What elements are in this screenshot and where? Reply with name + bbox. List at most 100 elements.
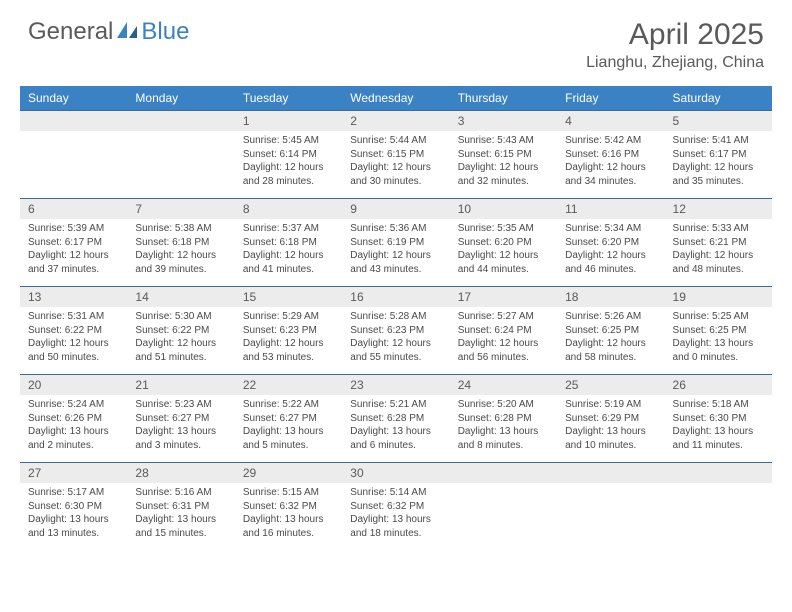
day-body: Sunrise: 5:30 AMSunset: 6:22 PMDaylight:… [127,307,234,367]
calendar-week-row: 6Sunrise: 5:39 AMSunset: 6:17 PMDaylight… [20,199,772,287]
calendar-cell [127,111,234,199]
calendar-cell: 18Sunrise: 5:26 AMSunset: 6:25 PMDayligh… [557,287,664,375]
calendar-cell: 21Sunrise: 5:23 AMSunset: 6:27 PMDayligh… [127,375,234,463]
day-body: Sunrise: 5:45 AMSunset: 6:14 PMDaylight:… [235,131,342,191]
calendar-cell: 16Sunrise: 5:28 AMSunset: 6:23 PMDayligh… [342,287,449,375]
day-header: Saturday [665,86,772,111]
day-number: 15 [235,287,342,307]
day-body: Sunrise: 5:43 AMSunset: 6:15 PMDaylight:… [450,131,557,191]
calendar-cell: 8Sunrise: 5:37 AMSunset: 6:18 PMDaylight… [235,199,342,287]
calendar-cell: 19Sunrise: 5:25 AMSunset: 6:25 PMDayligh… [665,287,772,375]
day-body: Sunrise: 5:28 AMSunset: 6:23 PMDaylight:… [342,307,449,367]
day-body: Sunrise: 5:41 AMSunset: 6:17 PMDaylight:… [665,131,772,191]
calendar-cell: 28Sunrise: 5:16 AMSunset: 6:31 PMDayligh… [127,463,234,551]
calendar-cell: 23Sunrise: 5:21 AMSunset: 6:28 PMDayligh… [342,375,449,463]
calendar-cell: 27Sunrise: 5:17 AMSunset: 6:30 PMDayligh… [20,463,127,551]
title-block: April 2025 Lianghu, Zhejiang, China [586,18,764,72]
day-number: 22 [235,375,342,395]
day-body: Sunrise: 5:17 AMSunset: 6:30 PMDaylight:… [20,483,127,543]
day-number: 6 [20,199,127,219]
day-number: 7 [127,199,234,219]
empty-daynum [20,111,127,131]
day-number: 8 [235,199,342,219]
day-body: Sunrise: 5:35 AMSunset: 6:20 PMDaylight:… [450,219,557,279]
day-body: Sunrise: 5:36 AMSunset: 6:19 PMDaylight:… [342,219,449,279]
day-number: 2 [342,111,449,131]
calendar-cell: 10Sunrise: 5:35 AMSunset: 6:20 PMDayligh… [450,199,557,287]
day-body: Sunrise: 5:33 AMSunset: 6:21 PMDaylight:… [665,219,772,279]
calendar-cell: 25Sunrise: 5:19 AMSunset: 6:29 PMDayligh… [557,375,664,463]
calendar-cell: 20Sunrise: 5:24 AMSunset: 6:26 PMDayligh… [20,375,127,463]
day-number: 17 [450,287,557,307]
calendar-week-row: 20Sunrise: 5:24 AMSunset: 6:26 PMDayligh… [20,375,772,463]
calendar-cell: 7Sunrise: 5:38 AMSunset: 6:18 PMDaylight… [127,199,234,287]
calendar-cell: 3Sunrise: 5:43 AMSunset: 6:15 PMDaylight… [450,111,557,199]
calendar-cell: 2Sunrise: 5:44 AMSunset: 6:15 PMDaylight… [342,111,449,199]
day-header: Sunday [20,86,127,111]
calendar-cell: 9Sunrise: 5:36 AMSunset: 6:19 PMDaylight… [342,199,449,287]
day-body: Sunrise: 5:22 AMSunset: 6:27 PMDaylight:… [235,395,342,455]
day-header: Monday [127,86,234,111]
calendar-cell: 13Sunrise: 5:31 AMSunset: 6:22 PMDayligh… [20,287,127,375]
logo-text-general: General [28,18,113,46]
day-number: 10 [450,199,557,219]
calendar-cell: 4Sunrise: 5:42 AMSunset: 6:16 PMDaylight… [557,111,664,199]
day-body: Sunrise: 5:27 AMSunset: 6:24 PMDaylight:… [450,307,557,367]
day-body: Sunrise: 5:18 AMSunset: 6:30 PMDaylight:… [665,395,772,455]
day-number: 11 [557,199,664,219]
header: General Blue April 2025 Lianghu, Zhejian… [0,0,792,80]
day-number: 21 [127,375,234,395]
day-number: 28 [127,463,234,483]
calendar-cell: 17Sunrise: 5:27 AMSunset: 6:24 PMDayligh… [450,287,557,375]
empty-daynum [127,111,234,131]
day-body: Sunrise: 5:29 AMSunset: 6:23 PMDaylight:… [235,307,342,367]
day-number: 29 [235,463,342,483]
day-body: Sunrise: 5:21 AMSunset: 6:28 PMDaylight:… [342,395,449,455]
calendar-cell: 14Sunrise: 5:30 AMSunset: 6:22 PMDayligh… [127,287,234,375]
calendar-cell [665,463,772,551]
calendar-cell: 1Sunrise: 5:45 AMSunset: 6:14 PMDaylight… [235,111,342,199]
calendar-cell: 15Sunrise: 5:29 AMSunset: 6:23 PMDayligh… [235,287,342,375]
day-number: 14 [127,287,234,307]
day-body: Sunrise: 5:16 AMSunset: 6:31 PMDaylight:… [127,483,234,543]
day-body: Sunrise: 5:25 AMSunset: 6:25 PMDaylight:… [665,307,772,367]
day-number: 18 [557,287,664,307]
logo-text-blue: Blue [141,18,189,46]
calendar-cell: 22Sunrise: 5:22 AMSunset: 6:27 PMDayligh… [235,375,342,463]
day-number: 3 [450,111,557,131]
day-number: 30 [342,463,449,483]
calendar-cell: 6Sunrise: 5:39 AMSunset: 6:17 PMDaylight… [20,199,127,287]
day-body: Sunrise: 5:42 AMSunset: 6:16 PMDaylight:… [557,131,664,191]
day-number: 27 [20,463,127,483]
day-body: Sunrise: 5:24 AMSunset: 6:26 PMDaylight:… [20,395,127,455]
day-body: Sunrise: 5:37 AMSunset: 6:18 PMDaylight:… [235,219,342,279]
calendar-week-row: 13Sunrise: 5:31 AMSunset: 6:22 PMDayligh… [20,287,772,375]
calendar-cell: 24Sunrise: 5:20 AMSunset: 6:28 PMDayligh… [450,375,557,463]
day-body: Sunrise: 5:19 AMSunset: 6:29 PMDaylight:… [557,395,664,455]
day-body: Sunrise: 5:15 AMSunset: 6:32 PMDaylight:… [235,483,342,543]
calendar-cell [450,463,557,551]
day-number: 16 [342,287,449,307]
day-number: 26 [665,375,772,395]
calendar-cell: 12Sunrise: 5:33 AMSunset: 6:21 PMDayligh… [665,199,772,287]
day-number: 24 [450,375,557,395]
day-number: 5 [665,111,772,131]
day-number: 19 [665,287,772,307]
day-number: 23 [342,375,449,395]
day-number: 9 [342,199,449,219]
day-number: 4 [557,111,664,131]
logo: General Blue [28,18,189,46]
calendar-cell: 5Sunrise: 5:41 AMSunset: 6:17 PMDaylight… [665,111,772,199]
day-body: Sunrise: 5:44 AMSunset: 6:15 PMDaylight:… [342,131,449,191]
month-title: April 2025 [586,18,764,52]
day-body: Sunrise: 5:38 AMSunset: 6:18 PMDaylight:… [127,219,234,279]
day-number: 25 [557,375,664,395]
calendar-header-row: SundayMondayTuesdayWednesdayThursdayFrid… [20,86,772,111]
day-number: 13 [20,287,127,307]
day-number: 20 [20,375,127,395]
calendar-cell: 26Sunrise: 5:18 AMSunset: 6:30 PMDayligh… [665,375,772,463]
day-body: Sunrise: 5:26 AMSunset: 6:25 PMDaylight:… [557,307,664,367]
day-number: 1 [235,111,342,131]
calendar-week-row: 1Sunrise: 5:45 AMSunset: 6:14 PMDaylight… [20,111,772,199]
location: Lianghu, Zhejiang, China [586,54,764,72]
